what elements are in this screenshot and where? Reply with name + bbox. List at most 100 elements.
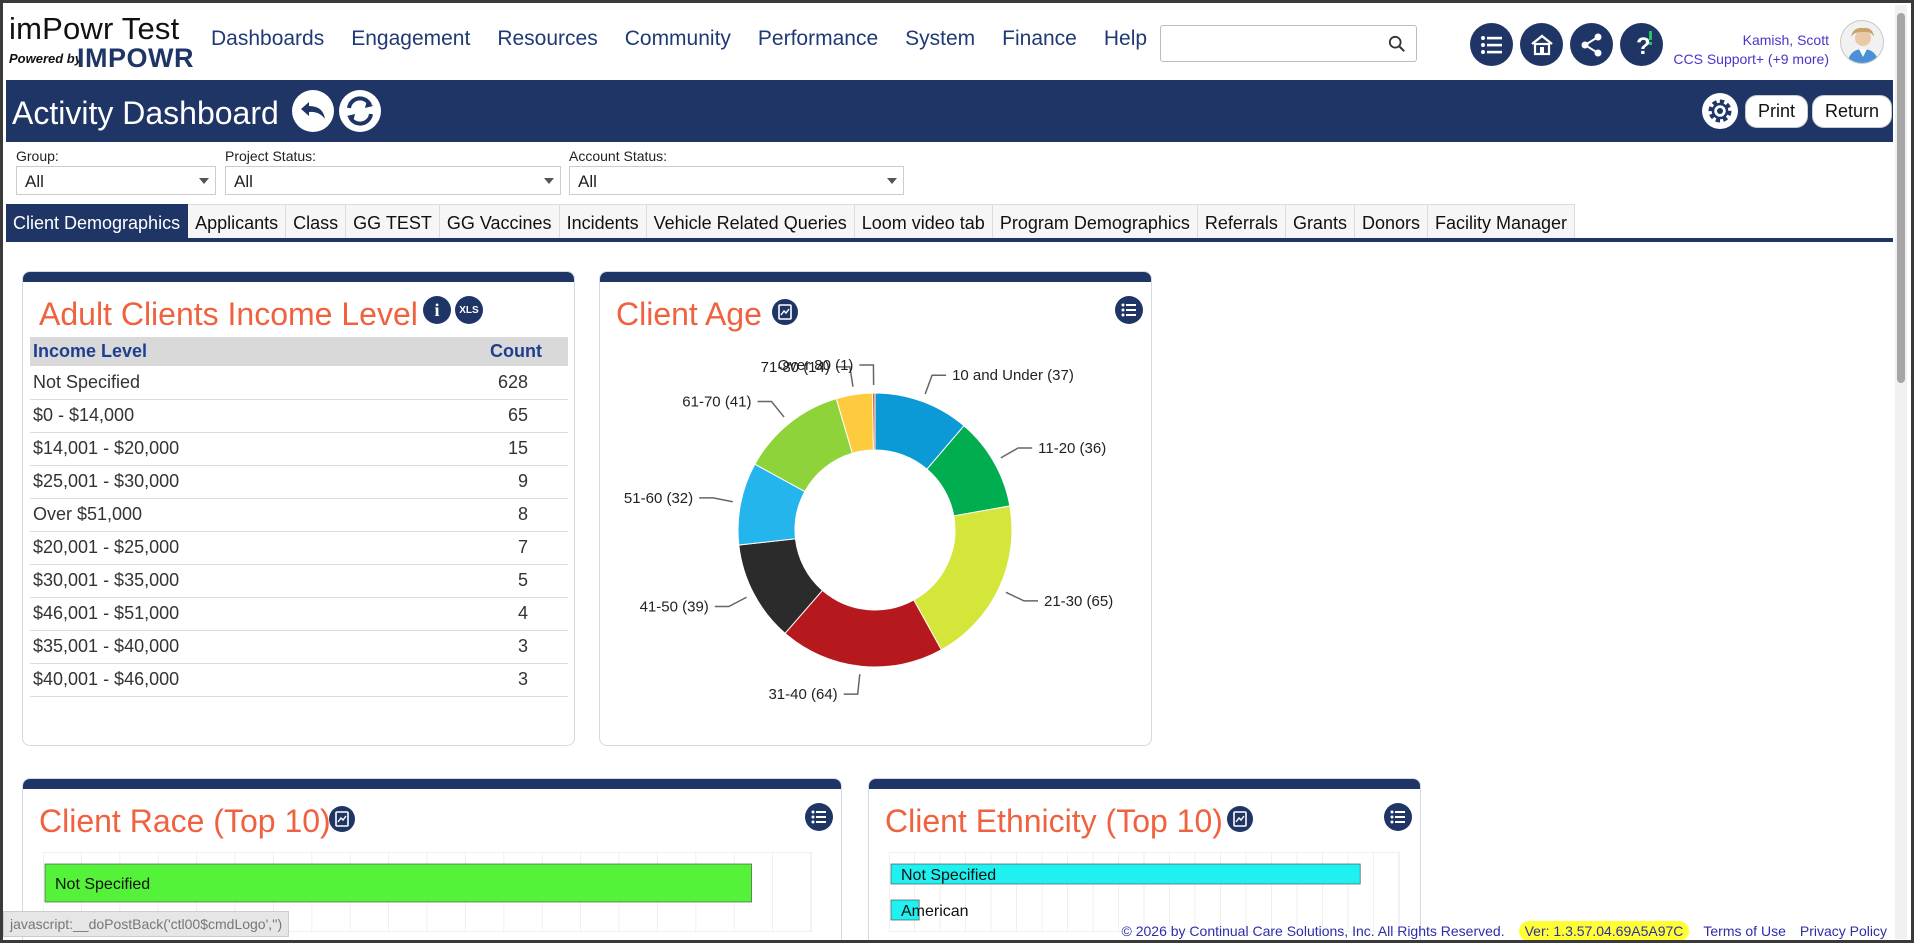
- income-level-cell: $14,001 - $20,000: [30, 432, 382, 466]
- share-icon: [1581, 33, 1601, 56]
- app-name: imPowr Test: [9, 11, 180, 46]
- tab-applicants[interactable]: Applicants: [188, 204, 287, 240]
- settings-button[interactable]: [1702, 93, 1738, 129]
- donut-label: 31-40 (64): [768, 686, 837, 703]
- count-cell: 3: [381, 630, 568, 664]
- column-header-income-level[interactable]: Income Level: [30, 337, 382, 366]
- menu-item-resources[interactable]: Resources: [497, 27, 598, 50]
- tab-gg-test[interactable]: GG TEST: [346, 204, 440, 240]
- info-icon[interactable]: i: [423, 296, 451, 324]
- table-row: Over $51,000 8: [30, 498, 568, 532]
- chart-menu-button[interactable]: [1384, 803, 1412, 831]
- report-icon[interactable]: [1227, 806, 1253, 832]
- home-icon: [1530, 33, 1553, 55]
- privacy-link[interactable]: Privacy Policy: [1799, 923, 1887, 939]
- table-header-row: Income Level Count: [30, 337, 568, 366]
- vertical-scrollbar[interactable]: [1895, 5, 1907, 939]
- home-button[interactable]: [1520, 23, 1563, 66]
- donut-label-connector: [757, 400, 785, 418]
- tab-referrals[interactable]: Referrals: [1197, 204, 1286, 240]
- list-icon: [811, 810, 826, 824]
- share-button[interactable]: [1570, 23, 1613, 66]
- report-icon[interactable]: [772, 299, 798, 325]
- bar-not-specified[interactable]: [44, 863, 752, 903]
- bar-american[interactable]: [890, 899, 920, 921]
- donut-label: 10 and Under (37): [952, 367, 1074, 384]
- refresh-button[interactable]: [339, 90, 381, 132]
- menu-item-engagement[interactable]: Engagement: [351, 27, 471, 50]
- tab-class[interactable]: Class: [286, 204, 347, 240]
- scrollbar-thumb[interactable]: [1897, 13, 1905, 383]
- undo-button[interactable]: [292, 90, 334, 132]
- print-button[interactable]: Print: [1745, 95, 1809, 128]
- menu-item-help[interactable]: Help: [1103, 27, 1148, 50]
- tab-underline: [6, 238, 1893, 242]
- donut-slice-over-80[interactable]: [871, 392, 876, 451]
- user-info[interactable]: Kamish, Scott CCS Support+ (+9 more): [1673, 31, 1829, 69]
- user-role: CCS Support+ (+9 more): [1673, 51, 1829, 67]
- report-icon[interactable]: [329, 806, 355, 832]
- tab-program-demographics[interactable]: Program Demographics: [992, 204, 1198, 240]
- account-status-select[interactable]: All: [569, 166, 904, 195]
- return-button[interactable]: Return: [1812, 95, 1893, 128]
- income-level-cell: $20,001 - $25,000: [30, 531, 382, 565]
- column-header-count[interactable]: Count: [381, 337, 568, 366]
- income-level-cell: $40,001 - $46,000: [30, 663, 382, 697]
- search-icon[interactable]: [1388, 35, 1406, 53]
- help-icon: ?: [1636, 30, 1652, 60]
- chevron-down-icon: [887, 178, 897, 184]
- account-status-value: All: [578, 172, 597, 191]
- account-status-filter: Account Status: All: [569, 148, 904, 195]
- donut-label-connector: [1005, 591, 1038, 602]
- menu-item-system[interactable]: System: [905, 27, 976, 50]
- table-row: $30,001 - $35,000 5: [30, 564, 568, 598]
- project-status-filter: Project Status: All: [225, 148, 561, 195]
- project-status-select[interactable]: All: [225, 166, 561, 195]
- menu-item-dashboards[interactable]: Dashboards: [211, 27, 325, 50]
- donut-label-connector: [924, 374, 947, 395]
- tab-client-demographics[interactable]: Client Demographics: [6, 204, 189, 240]
- table-row: $20,001 - $25,000 7: [30, 531, 568, 565]
- count-cell: 7: [381, 531, 568, 565]
- card-cap: [869, 779, 1420, 789]
- user-name: Kamish, Scott: [1742, 32, 1829, 48]
- list-button[interactable]: [1470, 23, 1513, 66]
- xls-export-icon[interactable]: XLS: [455, 296, 483, 324]
- terms-link[interactable]: Terms of Use: [1703, 923, 1786, 939]
- tab-loom-video[interactable]: Loom video tab: [854, 204, 993, 240]
- group-select[interactable]: All: [16, 166, 216, 195]
- chevron-down-icon: [199, 178, 209, 184]
- count-cell: 4: [381, 597, 568, 631]
- count-cell: 9: [381, 465, 568, 499]
- powered-by-text: Powered by: [9, 51, 82, 66]
- income-level-card: Adult Clients Income Level i XLS Income …: [22, 271, 575, 746]
- income-level-cell: $0 - $14,000: [30, 399, 382, 433]
- tab-facility-manager[interactable]: Facility Manager: [1428, 204, 1576, 240]
- count-cell: 3: [381, 663, 568, 697]
- tab-donors[interactable]: Donors: [1354, 204, 1428, 240]
- bar-not-specified[interactable]: [890, 863, 1361, 885]
- income-level-cell: $35,001 - $40,000: [30, 630, 382, 664]
- income-level-cell: Not Specified: [30, 366, 382, 400]
- list-icon: [1121, 303, 1136, 317]
- tab-grants[interactable]: Grants: [1285, 204, 1355, 240]
- table-row: $40,001 - $46,000 3: [30, 663, 568, 697]
- help-button[interactable]: ?: [1620, 23, 1663, 66]
- income-table: Income Level Count Not Specified 628 $0 - …: [30, 337, 568, 697]
- tab-incidents[interactable]: Incidents: [559, 204, 647, 240]
- chart-menu-button[interactable]: [805, 803, 833, 831]
- count-cell: 8: [381, 498, 568, 532]
- search-input[interactable]: [1161, 26, 1381, 61]
- menu-item-finance[interactable]: Finance: [1002, 27, 1077, 50]
- app-logo[interactable]: imPowr Test Powered by IMPOWR: [9, 11, 194, 74]
- table-row: Not Specified 628: [30, 366, 568, 400]
- tab-vehicle-related-queries[interactable]: Vehicle Related Queries: [646, 204, 855, 240]
- client-race-bar-chart: Not Specified: [43, 852, 812, 932]
- menu-item-performance[interactable]: Performance: [757, 27, 879, 50]
- tab-gg-vaccines[interactable]: GG Vaccines: [439, 204, 560, 240]
- avatar[interactable]: [1840, 20, 1884, 64]
- menu-item-community[interactable]: Community: [624, 27, 731, 50]
- donut-label-connector: [1000, 447, 1033, 459]
- chevron-down-icon: [544, 178, 554, 184]
- chart-menu-button[interactable]: [1115, 296, 1143, 324]
